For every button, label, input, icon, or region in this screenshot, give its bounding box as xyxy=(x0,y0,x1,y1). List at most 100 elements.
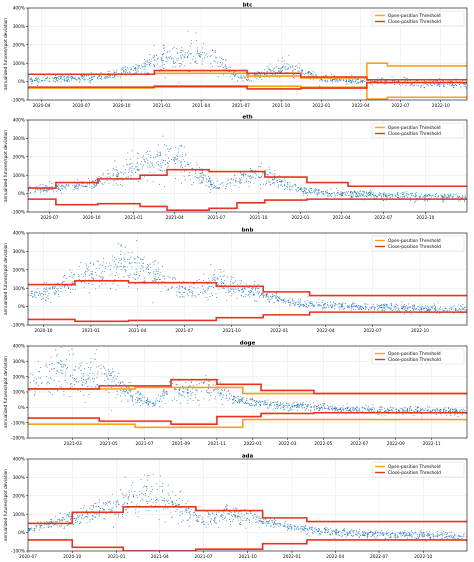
scatter-point xyxy=(226,395,228,397)
scatter-point xyxy=(330,304,331,306)
scatter-point xyxy=(168,56,170,58)
scatter-point xyxy=(148,402,150,404)
scatter-point xyxy=(60,288,62,290)
x-tick-label: 2022-07 xyxy=(350,441,368,447)
scatter-point xyxy=(192,388,194,390)
scatter-point xyxy=(398,194,400,196)
scatter-point xyxy=(442,537,444,539)
scatter-point xyxy=(195,388,197,390)
scatter-point xyxy=(327,195,328,197)
scatter-point xyxy=(445,532,447,533)
scatter-point xyxy=(224,284,226,286)
scatter-point xyxy=(208,280,210,282)
scatter-point xyxy=(196,164,198,166)
scatter-point xyxy=(250,399,252,401)
scatter-point xyxy=(232,277,234,278)
scatter-point xyxy=(306,192,307,194)
scatter-point xyxy=(109,509,111,510)
scatter-point xyxy=(449,193,451,195)
scatter-point xyxy=(61,282,63,284)
scatter-point xyxy=(251,80,252,82)
scatter-point xyxy=(392,309,394,311)
scatter-point xyxy=(120,395,121,397)
scatter-point xyxy=(451,81,453,82)
scatter-point xyxy=(72,77,74,79)
scatter-point xyxy=(288,54,290,56)
scatter-point xyxy=(50,522,52,523)
scatter-point xyxy=(111,273,113,275)
scatter-point xyxy=(84,379,86,381)
scatter-point xyxy=(390,303,392,305)
scatter-point xyxy=(335,407,336,409)
y-tick-label: -100% xyxy=(11,210,25,216)
scatter-point xyxy=(377,410,378,412)
scatter-point xyxy=(161,58,163,60)
scatter-point xyxy=(91,181,93,182)
scatter-point xyxy=(406,305,407,307)
scatter-point xyxy=(348,410,349,412)
scatter-point xyxy=(357,194,359,196)
scatter-point xyxy=(439,411,441,412)
scatter-point xyxy=(127,507,129,509)
scatter-point xyxy=(54,81,56,83)
scatter-point xyxy=(358,194,360,196)
scatter-point xyxy=(350,196,352,197)
scatter-point xyxy=(352,194,354,196)
scatter-point xyxy=(459,84,461,85)
scatter-point xyxy=(310,302,311,304)
scatter-point xyxy=(76,513,78,515)
scatter-point xyxy=(81,385,83,387)
scatter-point xyxy=(332,531,334,532)
scatter-point xyxy=(181,390,183,392)
scatter-point xyxy=(109,77,111,79)
scatter-point xyxy=(28,189,30,191)
scatter-point xyxy=(28,528,30,530)
scatter-point xyxy=(314,408,315,410)
scatter-point xyxy=(216,522,218,524)
scatter-point xyxy=(50,188,52,190)
scatter-point xyxy=(435,410,437,412)
y-tick-label: 200% xyxy=(13,374,25,380)
scatter-point xyxy=(356,79,358,80)
scatter-point xyxy=(372,304,374,306)
scatter-point xyxy=(463,410,465,412)
scatter-point xyxy=(63,285,65,287)
x-tick-label: 2021-07 xyxy=(175,328,193,334)
scatter-point xyxy=(98,275,100,277)
scatter-point xyxy=(264,74,266,75)
scatter-point xyxy=(155,280,157,282)
scatter-point xyxy=(198,279,200,281)
scatter-point xyxy=(112,184,114,186)
scatter-point xyxy=(117,184,119,186)
scatter-point xyxy=(102,183,104,185)
scatter-point xyxy=(152,402,154,404)
scatter-point xyxy=(64,76,66,78)
scatter-point xyxy=(114,169,116,171)
scatter-point xyxy=(163,508,165,510)
scatter-point xyxy=(387,307,389,308)
scatter-point xyxy=(219,381,221,383)
scatter-point xyxy=(79,266,81,267)
scatter-point xyxy=(227,287,229,289)
scatter-point xyxy=(319,409,320,411)
scatter-point xyxy=(411,83,413,85)
scatter-point xyxy=(216,388,218,390)
scatter-point xyxy=(440,194,442,196)
scatter-point xyxy=(124,246,126,248)
scatter-point xyxy=(58,188,60,190)
scatter-point xyxy=(234,396,236,398)
scatter-point xyxy=(57,370,59,372)
scatter-point xyxy=(445,308,447,310)
scatter-point xyxy=(424,196,426,198)
scatter-point xyxy=(351,305,353,307)
scatter-point xyxy=(247,287,249,289)
scatter-point xyxy=(355,195,357,197)
scatter-point xyxy=(217,188,219,190)
scatter-point xyxy=(372,410,374,412)
scatter-point xyxy=(194,287,196,289)
scatter-point xyxy=(331,305,333,307)
scatter-point xyxy=(183,296,185,298)
scatter-point xyxy=(182,60,184,62)
scatter-point xyxy=(227,180,229,181)
scatter-point xyxy=(128,389,130,391)
